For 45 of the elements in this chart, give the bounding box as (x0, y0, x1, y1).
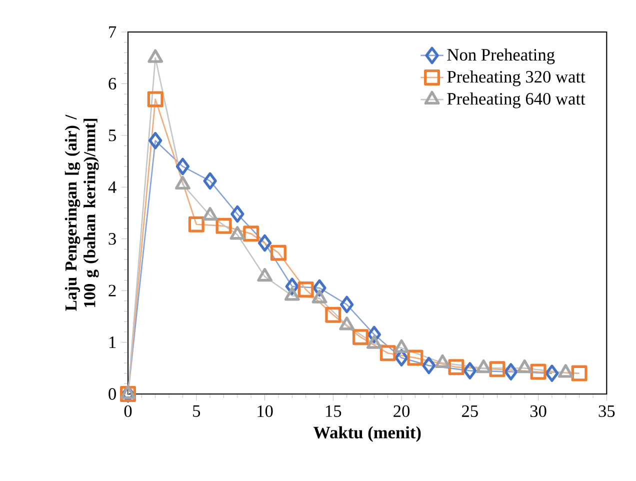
point (258, 234, 272, 252)
point (530, 364, 546, 380)
point (571, 365, 588, 382)
point (270, 244, 286, 261)
y-tick-label: 2 (108, 284, 116, 296)
legend-label: Preheating 320 watt (447, 70, 586, 86)
point (380, 345, 396, 362)
y-tick-label: 0 (108, 388, 116, 400)
x-tick-label: 25 (462, 405, 478, 418)
point (230, 205, 244, 223)
x-tick-label: 10 (258, 405, 273, 418)
point (203, 172, 217, 190)
point (325, 306, 342, 323)
y-axis-title: Laju Pengeringan [g (air) / 100 g (bahan kering)/mnt] (64, 114, 99, 311)
x-tick-label: 30 (530, 405, 546, 418)
y-tick-label: 5 (108, 130, 116, 142)
point (298, 282, 314, 298)
point (422, 356, 436, 374)
x-tick-label: 5 (193, 405, 200, 417)
point (448, 359, 464, 376)
point (148, 132, 162, 150)
point (504, 363, 518, 380)
x-tick-label: 20 (394, 405, 410, 418)
point (340, 296, 354, 314)
y-tick-label: 6 (108, 78, 116, 90)
legend-label: Non Preheating (447, 48, 555, 64)
x-tick-label: 35 (598, 405, 615, 418)
point (216, 218, 232, 234)
x-axis-title: Waktu (menit) (313, 426, 421, 442)
legend-label: Preheating 640 watt (447, 92, 586, 108)
point (407, 350, 424, 366)
point (147, 91, 164, 108)
y-tick-label: 4 (108, 181, 116, 193)
x-tick-label: 0 (124, 405, 132, 418)
point (352, 329, 368, 346)
point (545, 364, 559, 382)
y-tick-label: 7 (109, 26, 116, 38)
point (463, 362, 477, 380)
point (188, 216, 204, 232)
y-tick-label: 3 (108, 233, 116, 245)
y-tick-label: 1 (109, 336, 116, 348)
point (489, 361, 506, 378)
x-tick-label: 15 (326, 405, 342, 417)
point (176, 158, 190, 176)
point (243, 226, 260, 242)
